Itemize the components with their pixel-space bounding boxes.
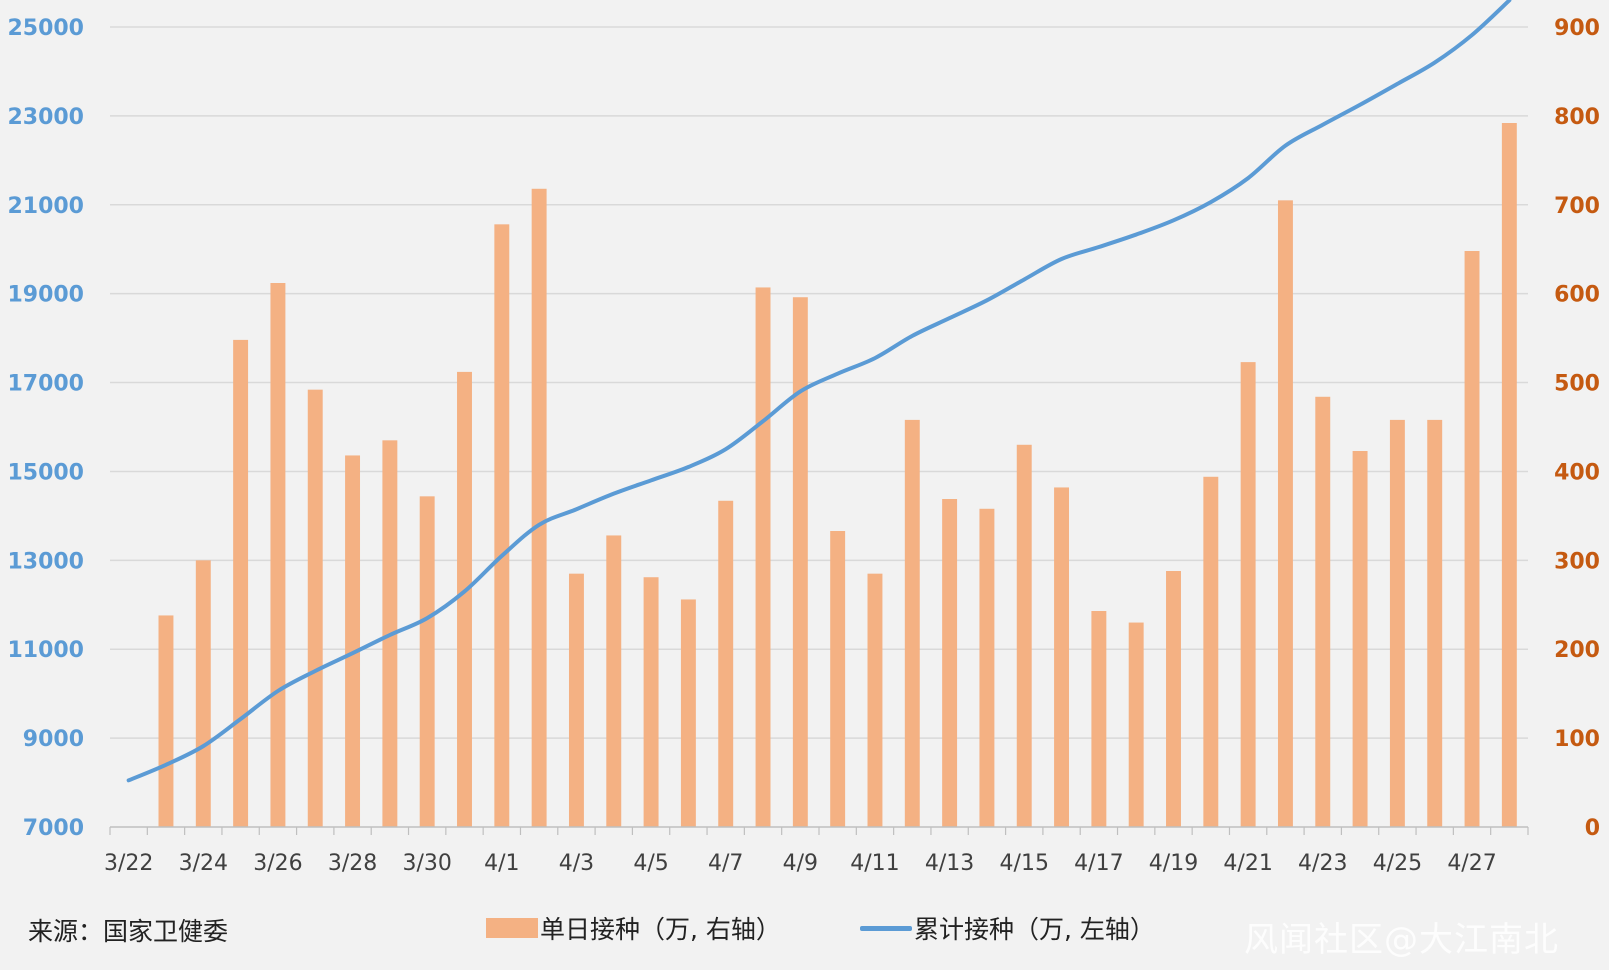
x-tick-label: 4/9 bbox=[783, 851, 818, 876]
bar bbox=[830, 531, 846, 827]
bar bbox=[1501, 123, 1517, 827]
x-tick-label: 4/3 bbox=[559, 851, 594, 876]
legend-line-label: 累计接种（万, 左轴） bbox=[914, 915, 1155, 944]
x-tick-label: 3/28 bbox=[328, 851, 377, 876]
y-right-tick-label: 900 bbox=[1554, 16, 1600, 41]
y-right-tick-label: 800 bbox=[1554, 105, 1600, 130]
bar bbox=[942, 499, 958, 827]
x-axis-ticks: 3/22 3/24 3/26 3/28 3/30 4/1 4/3 4/5 4/7 4/9 4/11 4… bbox=[104, 851, 1497, 876]
y-left-tick-label: 21000 bbox=[7, 194, 84, 219]
bar bbox=[233, 339, 249, 827]
bar bbox=[307, 389, 323, 827]
bar bbox=[531, 188, 547, 827]
bar bbox=[606, 535, 622, 827]
bar bbox=[494, 224, 510, 828]
bar bbox=[1016, 444, 1032, 827]
x-tick-label: 4/7 bbox=[708, 851, 743, 876]
x-tick-label: 4/1 bbox=[484, 851, 519, 876]
y-left-tick-label: 9000 bbox=[23, 727, 84, 752]
y-left-tick-label: 13000 bbox=[7, 549, 84, 574]
bar bbox=[979, 508, 995, 827]
y-axis-right-ticks: 0 100 200 300 400 500 600 700 800 900 bbox=[1554, 16, 1600, 841]
bar bbox=[1128, 622, 1144, 827]
bar bbox=[755, 287, 771, 827]
y-right-tick-label: 600 bbox=[1554, 283, 1600, 308]
line-series-cumulative bbox=[126, 0, 1512, 783]
x-tick-label: 4/19 bbox=[1149, 851, 1198, 876]
y-right-tick-label: 300 bbox=[1554, 549, 1600, 574]
x-tick-label: 4/13 bbox=[925, 851, 974, 876]
bar bbox=[1389, 419, 1405, 827]
axes bbox=[109, 826, 1529, 835]
bar bbox=[1352, 451, 1368, 827]
y-right-tick-label: 500 bbox=[1554, 372, 1600, 397]
bar bbox=[419, 496, 435, 827]
x-tick-label: 4/23 bbox=[1298, 851, 1347, 876]
y-right-tick-label: 0 bbox=[1585, 816, 1600, 841]
y-right-tick-label: 400 bbox=[1554, 460, 1600, 485]
bar bbox=[904, 419, 920, 827]
y-right-tick-label: 200 bbox=[1554, 638, 1600, 663]
bar bbox=[1091, 611, 1107, 827]
bar bbox=[1464, 251, 1480, 827]
bar bbox=[270, 283, 286, 827]
bar bbox=[1240, 362, 1256, 827]
y-left-tick-label: 11000 bbox=[7, 638, 84, 663]
y-right-tick-label: 100 bbox=[1554, 727, 1600, 752]
bar bbox=[345, 455, 361, 827]
legend-line-swatch bbox=[860, 926, 912, 931]
y-left-tick-label: 25000 bbox=[7, 16, 84, 41]
legend-bar-swatch bbox=[486, 918, 538, 938]
y-left-tick-label: 15000 bbox=[7, 460, 84, 485]
x-tick-label: 3/24 bbox=[179, 851, 228, 876]
x-tick-label: 4/25 bbox=[1373, 851, 1422, 876]
source-note: 来源：国家卫健委 bbox=[28, 917, 229, 946]
x-tick-label: 4/5 bbox=[633, 851, 668, 876]
y-left-tick-label: 17000 bbox=[7, 372, 84, 397]
x-tick-label: 4/27 bbox=[1447, 851, 1496, 876]
legend-bar-label: 单日接种（万, 右轴） bbox=[540, 915, 781, 944]
y-left-tick-label: 23000 bbox=[7, 105, 84, 130]
bar bbox=[195, 560, 211, 827]
x-tick-label: 3/22 bbox=[104, 851, 153, 876]
x-tick-label: 3/30 bbox=[402, 851, 451, 876]
y-left-tick-label: 19000 bbox=[7, 283, 84, 308]
watermark: 风闻社区@大江南北 bbox=[1244, 920, 1559, 960]
bar bbox=[867, 573, 883, 827]
bar bbox=[1166, 571, 1181, 827]
x-tick-label: 4/11 bbox=[850, 851, 899, 876]
bar bbox=[718, 500, 734, 827]
line-path bbox=[126, 0, 1512, 783]
bar bbox=[158, 615, 174, 827]
bar-series-daily bbox=[158, 123, 1517, 828]
bar bbox=[680, 599, 696, 827]
bar bbox=[568, 573, 584, 827]
x-tick-label: 4/21 bbox=[1223, 851, 1272, 876]
bar bbox=[457, 371, 472, 827]
x-tick-label: 4/15 bbox=[1000, 851, 1049, 876]
y-right-tick-label: 700 bbox=[1554, 194, 1600, 219]
bar bbox=[1203, 476, 1219, 827]
bar bbox=[792, 297, 808, 827]
bar bbox=[1054, 487, 1070, 827]
y-left-tick-label: 7000 bbox=[23, 816, 84, 841]
y-axis-left-ticks: 7000 9000 11000 13000 15000 17000 19000 21000 23… bbox=[7, 16, 84, 841]
bar bbox=[643, 577, 659, 827]
x-tick-label: 4/17 bbox=[1074, 851, 1123, 876]
bar bbox=[1427, 419, 1443, 827]
x-tick-label: 3/26 bbox=[253, 851, 302, 876]
bar bbox=[1277, 200, 1293, 828]
bar bbox=[1315, 396, 1331, 827]
